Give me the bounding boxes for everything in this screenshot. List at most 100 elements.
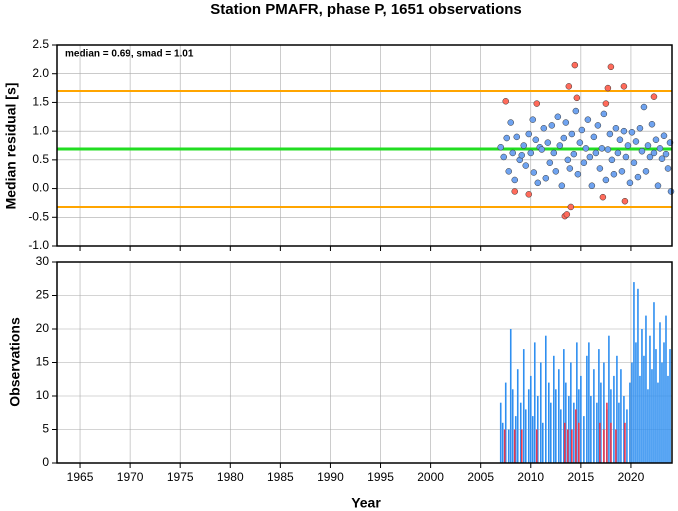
plot-frame: [56, 44, 673, 247]
point: [598, 145, 606, 152]
point: [610, 170, 618, 178]
point: [660, 132, 668, 139]
bar: [637, 288, 639, 463]
x-tick-label: 2000: [417, 470, 444, 484]
point: [520, 142, 528, 149]
y-tick-label: 5: [42, 422, 49, 436]
bar: [571, 429, 573, 463]
bar: [516, 369, 519, 463]
bar: [606, 402, 608, 463]
point: [620, 127, 628, 135]
point: [590, 133, 598, 141]
bar: [573, 402, 575, 463]
y-tick-label: 0.0: [32, 181, 49, 195]
bar: [586, 355, 588, 463]
point: [607, 63, 615, 71]
point: [552, 168, 560, 175]
bar: [639, 375, 641, 463]
bar: [568, 396, 570, 463]
y-tick-label: 2.0: [32, 66, 49, 80]
point: [616, 136, 624, 144]
point: [522, 162, 530, 169]
bar: [524, 409, 527, 463]
point: [588, 182, 596, 189]
bar: [509, 329, 512, 463]
bar: [645, 315, 647, 463]
point: [652, 136, 660, 144]
point: [556, 142, 564, 149]
point: [606, 130, 614, 138]
point: [567, 203, 575, 211]
point: [640, 103, 648, 111]
y-tick-label: 30: [36, 254, 50, 268]
point: [658, 155, 666, 162]
point: [586, 153, 594, 161]
point: [565, 83, 573, 90]
bar: [513, 429, 516, 463]
point: [511, 188, 518, 195]
bar: [527, 389, 530, 463]
y-tick-label: -1.0: [28, 238, 49, 252]
bar: [583, 416, 585, 463]
bar: [635, 342, 637, 463]
point: [602, 176, 610, 184]
x-tick-label: 1995: [367, 470, 394, 484]
bar: [667, 375, 669, 463]
y-tick-label: 2.5: [32, 37, 49, 51]
bar: [631, 362, 633, 463]
point: [507, 119, 514, 126]
bar: [555, 389, 557, 463]
bar: [641, 329, 643, 463]
y-tick-label: -0.5: [28, 209, 49, 223]
bar: [633, 282, 635, 463]
point: [533, 100, 541, 107]
bar: [657, 382, 659, 463]
point: [632, 138, 640, 145]
point: [538, 146, 546, 153]
y-tick-label: 25: [36, 288, 50, 302]
point: [532, 136, 540, 144]
bar: [514, 416, 517, 463]
point: [564, 156, 572, 164]
point: [604, 84, 612, 92]
point: [525, 130, 533, 138]
bar: [613, 375, 615, 463]
bar: [550, 402, 552, 463]
point: [646, 153, 654, 161]
point: [592, 149, 600, 157]
point: [620, 83, 628, 90]
point: [562, 119, 570, 126]
point: [571, 61, 579, 69]
point: [582, 145, 590, 152]
bar: [655, 349, 657, 463]
bar: [570, 362, 572, 463]
bar: [501, 422, 504, 463]
chart-title: Station PMAFR, phase P, 1651 observation…: [210, 1, 521, 18]
x-tick-label: 1980: [217, 470, 244, 484]
x-tick-label: 1970: [117, 470, 144, 484]
bar: [608, 335, 610, 463]
point: [599, 193, 607, 201]
bar: [643, 355, 645, 463]
bar: [541, 422, 544, 463]
point: [530, 169, 538, 176]
y-tick-label: 1.0: [32, 123, 49, 137]
bar: [563, 349, 565, 463]
point: [614, 149, 622, 157]
point: [634, 173, 642, 181]
bar: [504, 382, 507, 463]
point: [650, 149, 658, 157]
x-axis-label: Year: [351, 495, 381, 511]
bar: [669, 349, 671, 463]
bar: [531, 416, 534, 463]
bar: [596, 402, 598, 463]
point: [612, 125, 620, 132]
point: [594, 122, 602, 129]
bar: [522, 349, 525, 463]
bar: [629, 382, 631, 463]
bar: [564, 422, 566, 463]
point: [511, 176, 518, 184]
bar: [624, 422, 626, 463]
y-tick-label: 10: [36, 388, 50, 402]
bar: [653, 302, 655, 463]
